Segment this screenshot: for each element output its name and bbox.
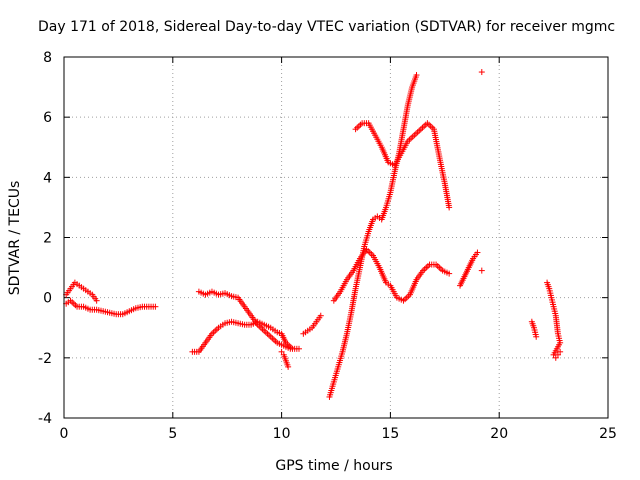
x-tick-label: 20 [490, 426, 508, 442]
data-point [474, 249, 481, 256]
plot-frame [63, 56, 609, 419]
data-point [278, 348, 285, 355]
data-point [296, 345, 303, 352]
y-tick-label: 4 [43, 170, 52, 186]
data-point [533, 333, 540, 340]
y-axis-label: SDTVAR / TECUs [7, 181, 23, 296]
x-tick-label: 5 [168, 426, 177, 442]
data-point [554, 351, 561, 358]
data-point [557, 348, 564, 355]
data-points [63, 69, 564, 400]
y-tick-label: 0 [43, 291, 52, 307]
data-point [317, 312, 324, 319]
data-point [285, 363, 292, 370]
x-tick-label: 25 [599, 426, 617, 442]
x-tick-label: 15 [381, 426, 399, 442]
grid-lines [64, 57, 608, 418]
data-point [478, 267, 485, 274]
data-point [478, 69, 485, 76]
y-tick-label: 6 [43, 110, 52, 126]
x-tick-label: 0 [60, 426, 69, 442]
data-point [446, 204, 453, 211]
y-tick-label: -2 [38, 351, 52, 367]
y-tick-label: 8 [43, 50, 52, 66]
y-tick-label: 2 [43, 231, 52, 247]
x-tick-label: 10 [273, 426, 291, 442]
data-point [413, 72, 420, 79]
data-point [552, 354, 559, 361]
tick-labels: 0 5 10 15 20 25 -4 -2 0 2 4 6 8 [38, 50, 617, 442]
y-tick-label: -4 [38, 411, 52, 427]
data-point [446, 270, 453, 277]
chart-title: Day 171 of 2018, Sidereal Day-to-day VTE… [38, 19, 615, 35]
data-point [152, 303, 159, 310]
x-axis-label: GPS time / hours [275, 458, 392, 474]
data-point [93, 297, 100, 304]
